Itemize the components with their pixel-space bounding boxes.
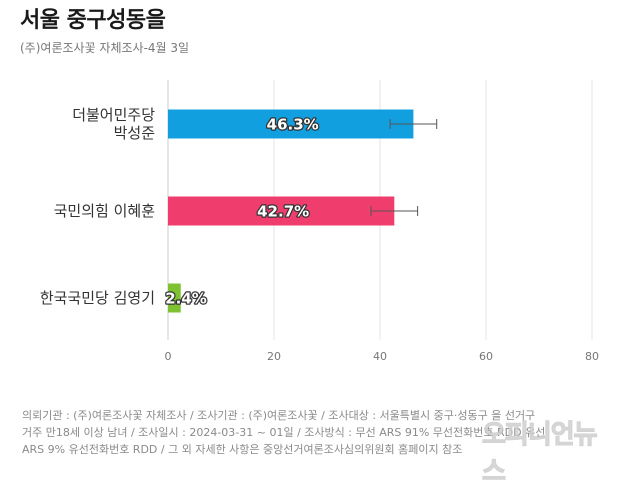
footnote-line-1: 의뢰기관 : (주)여론조사꽃 자체조사 / 조사기관 : (주)여론조사꽃 /… [22, 409, 536, 422]
footnote-line-2: 거주 만18세 이상 남녀 / 조사일시 : 2024-03-31 ~ 01일 … [22, 426, 546, 439]
category-label: 국민의힘 이혜훈 [54, 202, 155, 220]
category-label: 박성준 [114, 124, 156, 142]
chart-subtitle: (주)여론조사꽃 자체조사-4월 3일 [20, 41, 190, 55]
x-tick-label: 20 [267, 350, 281, 363]
category-label: 더불어민주당 [72, 106, 155, 124]
x-tick-label: 80 [585, 350, 599, 363]
x-tick-label: 40 [373, 350, 387, 363]
x-tick-label: 60 [479, 350, 493, 363]
category-label: 한국국민당 김영기 [40, 289, 155, 307]
data-label: 2.4% [165, 290, 207, 308]
chart-title: 서울 중구성동을 [20, 8, 166, 33]
bar [168, 196, 395, 226]
bar [168, 283, 181, 313]
data-label: 42.7% [257, 203, 309, 221]
x-tick-label: 0 [165, 350, 172, 363]
data-label: 46.3% [267, 116, 319, 134]
survey-footnote: 의뢰기관 : (주)여론조사꽃 자체조사 / 조사기관 : (주)여론조사꽃 /… [22, 407, 612, 458]
footnote-line-3: ARS 9% 유선전화번호 RDD / 그 외 자세한 사항은 중앙선거여론조사… [22, 443, 463, 456]
bar [168, 109, 414, 139]
watermark-logo: 오피니언뉴스 [482, 420, 599, 488]
